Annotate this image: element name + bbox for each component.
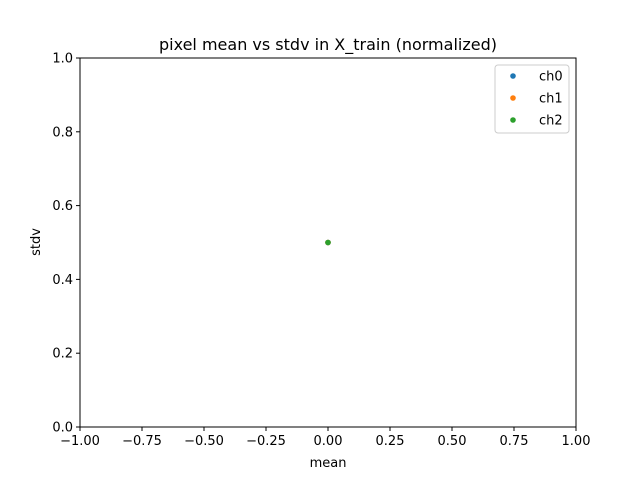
x-tick-label: −0.75 — [122, 434, 162, 449]
x-tick-label: 0.00 — [314, 434, 343, 449]
legend: ch0 ch1 ch2 — [494, 64, 570, 134]
y-axis-title: stdv — [29, 228, 44, 256]
x-tick-label: 0.50 — [438, 434, 467, 449]
y-tick-label: 0.0 — [52, 421, 73, 436]
x-tick-label: −0.50 — [184, 434, 224, 449]
legend-marker-ch2 — [510, 117, 516, 123]
legend-label-ch1: ch1 — [539, 92, 563, 107]
legend-marker-ch0 — [510, 73, 516, 79]
data-point-ch2 — [325, 239, 331, 246]
x-axis-ticks: −1.00 −0.75 −0.50 −0.25 0.00 0.25 0.50 0.75 1.00 — [60, 427, 590, 449]
x-tick-label: 0.75 — [500, 434, 529, 449]
legend-marker-ch1 — [510, 95, 516, 101]
x-tick-label: 0.25 — [376, 434, 405, 449]
y-tick-label: 0.6 — [52, 199, 73, 214]
y-tick-label: 0.2 — [52, 347, 73, 362]
legend-label-ch0: ch0 — [539, 70, 563, 85]
data-points — [325, 239, 331, 246]
y-tick-label: 0.4 — [52, 273, 73, 288]
legend-label-ch2: ch2 — [539, 114, 563, 129]
x-tick-label: −1.00 — [60, 434, 100, 449]
x-tick-label: 1.00 — [562, 434, 591, 449]
chart-title: pixel mean vs stdv in X_train (normalize… — [159, 35, 497, 55]
x-tick-label: −0.25 — [246, 434, 286, 449]
plot-area-frame — [79, 57, 577, 428]
y-tick-label: 1.0 — [52, 52, 73, 67]
x-axis-title: mean — [310, 456, 347, 471]
y-axis-ticks: 0.0 0.2 0.4 0.6 0.8 1.0 — [52, 52, 80, 436]
legend-box — [494, 64, 570, 134]
y-tick-label: 0.8 — [52, 125, 73, 140]
